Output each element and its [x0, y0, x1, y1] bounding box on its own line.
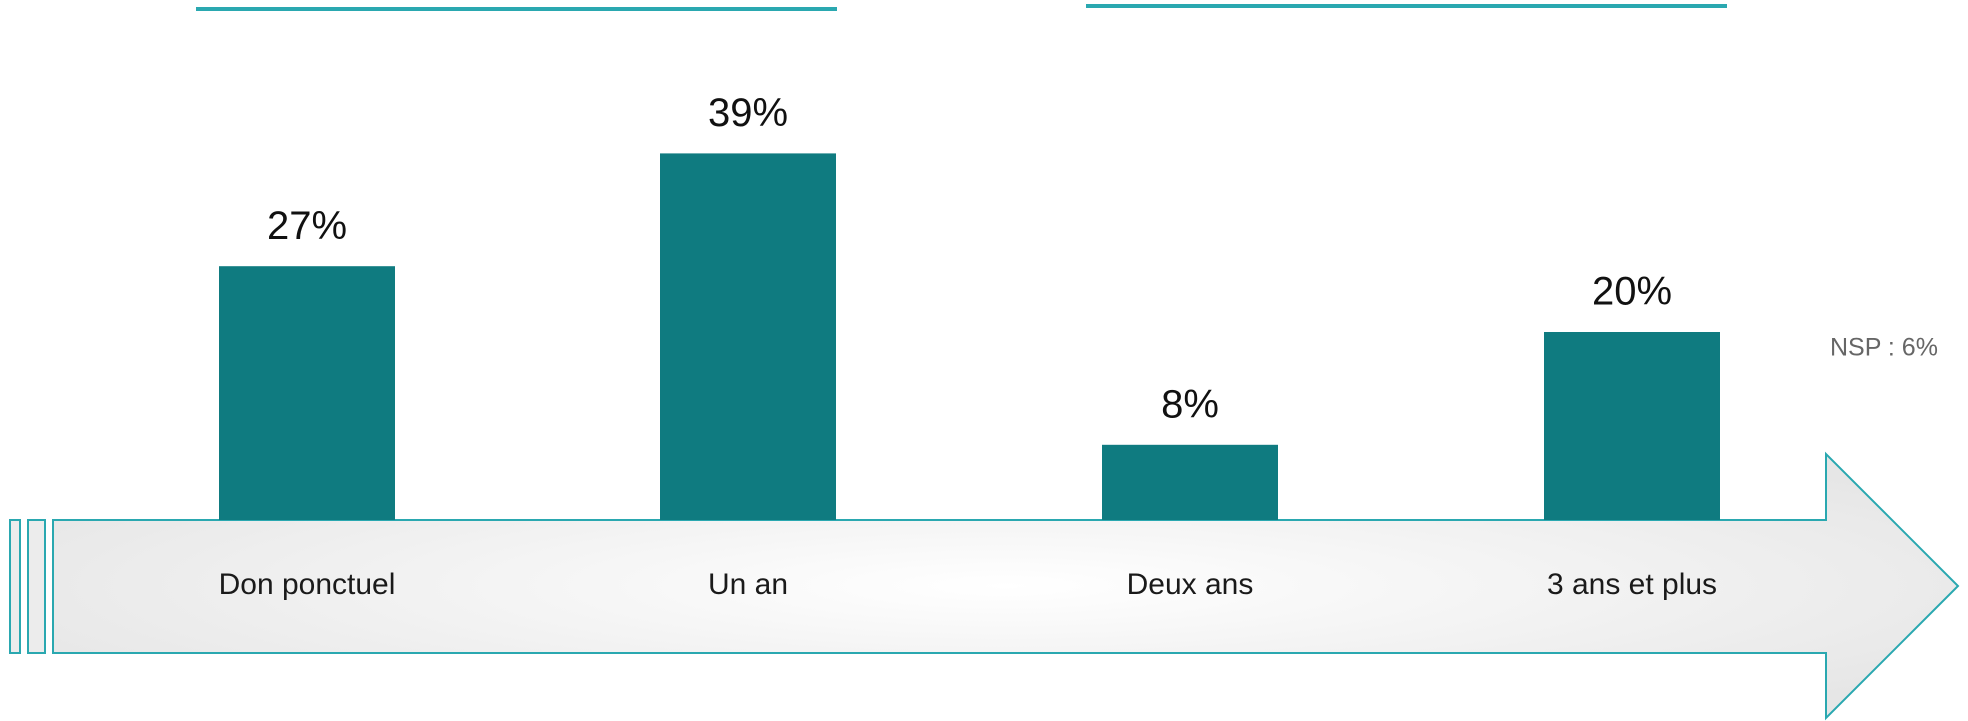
category-label: 3 ans et plus: [1547, 568, 1717, 601]
timeline-arrow: [52, 451, 1960, 721]
value-label: 20%: [1592, 270, 1672, 314]
annotation: NSP : 6%: [1830, 334, 1938, 362]
value-label: 27%: [267, 204, 347, 248]
bar: [1544, 332, 1720, 520]
arrow-tail: [27, 519, 46, 654]
category-label: Don ponctuel: [219, 568, 396, 601]
bar: [219, 266, 395, 520]
value-label: 8%: [1161, 382, 1219, 426]
arrow-tail: [9, 519, 21, 654]
category-label: Deux ans: [1127, 568, 1254, 601]
bar: [1102, 444, 1278, 520]
bar: [660, 153, 836, 520]
value-label: 39%: [708, 91, 788, 135]
category-label: Un an: [708, 568, 788, 601]
